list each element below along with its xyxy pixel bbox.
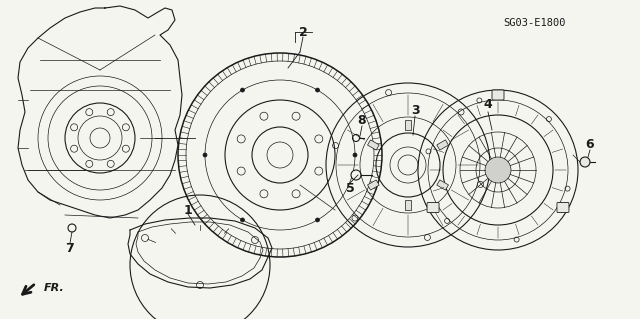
Bar bbox=[405, 200, 411, 210]
FancyBboxPatch shape bbox=[427, 203, 439, 212]
Text: 6: 6 bbox=[586, 138, 595, 152]
Bar bbox=[437, 140, 449, 150]
Circle shape bbox=[316, 218, 319, 222]
Text: 3: 3 bbox=[411, 103, 419, 116]
Text: 1: 1 bbox=[184, 204, 193, 217]
Text: 2: 2 bbox=[299, 26, 307, 39]
Circle shape bbox=[203, 153, 207, 157]
Bar bbox=[367, 140, 379, 150]
Text: 7: 7 bbox=[66, 241, 74, 255]
Circle shape bbox=[316, 88, 319, 92]
FancyBboxPatch shape bbox=[492, 90, 504, 100]
Bar bbox=[405, 120, 411, 130]
Bar bbox=[437, 180, 449, 190]
FancyBboxPatch shape bbox=[557, 203, 569, 212]
Text: SG03-E1800: SG03-E1800 bbox=[504, 18, 566, 28]
Text: FR.: FR. bbox=[44, 283, 65, 293]
Bar bbox=[367, 180, 379, 190]
Text: 4: 4 bbox=[484, 99, 492, 112]
Text: 5: 5 bbox=[346, 182, 355, 195]
Circle shape bbox=[485, 157, 511, 183]
Circle shape bbox=[241, 218, 244, 222]
Circle shape bbox=[241, 88, 244, 92]
Circle shape bbox=[353, 153, 357, 157]
Circle shape bbox=[351, 170, 361, 180]
Circle shape bbox=[580, 157, 590, 167]
Text: 8: 8 bbox=[358, 114, 366, 127]
